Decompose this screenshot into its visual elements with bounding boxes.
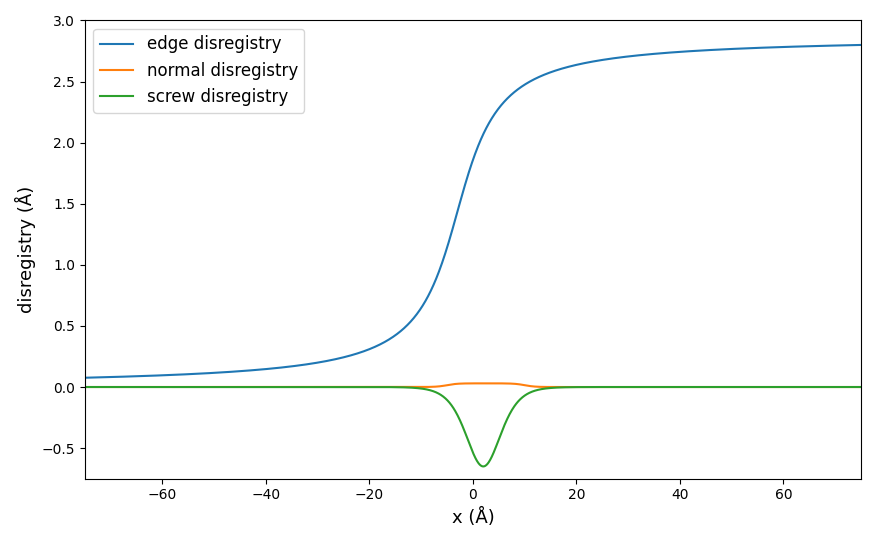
Line: edge disregistry: edge disregistry	[85, 45, 861, 378]
edge disregistry	[436, 261, 447, 267]
normal disregistry	[691, 384, 702, 390]
screw disregistry	[457, 422, 468, 429]
screw disregistry	[833, 384, 844, 390]
screw disregistry	[856, 384, 866, 390]
normal disregistry	[834, 384, 844, 390]
screw disregistry	[478, 463, 489, 470]
screw disregistry	[436, 392, 447, 399]
normal disregistry	[457, 380, 468, 387]
normal disregistry	[80, 384, 90, 390]
edge disregistry	[119, 373, 130, 380]
Legend: edge disregistry, normal disregistry, screw disregistry: edge disregistry, normal disregistry, sc…	[93, 29, 305, 113]
Line: normal disregistry: normal disregistry	[85, 383, 861, 387]
normal disregistry	[436, 383, 447, 389]
edge disregistry	[457, 191, 468, 198]
normal disregistry	[119, 384, 130, 390]
screw disregistry	[80, 384, 90, 390]
X-axis label: x (Å): x (Å)	[451, 508, 494, 527]
screw disregistry	[691, 384, 702, 390]
normal disregistry	[833, 384, 844, 390]
Y-axis label: disregistry (Å): disregistry (Å)	[15, 186, 36, 313]
normal disregistry	[856, 384, 866, 390]
screw disregistry	[119, 384, 130, 390]
normal disregistry	[481, 380, 491, 386]
edge disregistry	[856, 42, 866, 48]
edge disregistry	[691, 48, 702, 54]
screw disregistry	[834, 384, 844, 390]
edge disregistry	[833, 42, 844, 49]
edge disregistry	[833, 42, 844, 49]
Line: screw disregistry: screw disregistry	[85, 387, 861, 467]
edge disregistry	[80, 375, 90, 381]
